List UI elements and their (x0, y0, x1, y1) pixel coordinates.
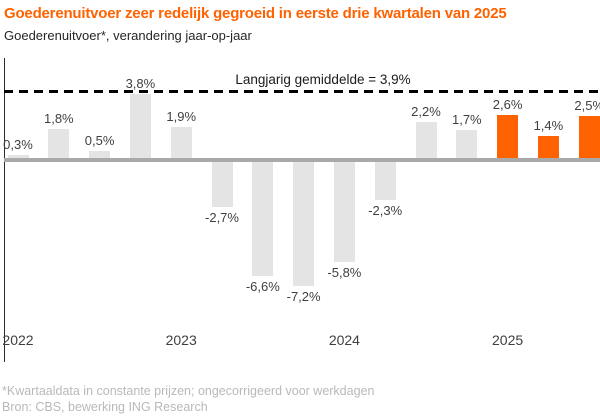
bar-value-label-2023-Q3: -6,6% (245, 278, 280, 294)
bar-2022-Q1 (7, 154, 29, 160)
bar-2022-Q4 (129, 93, 151, 160)
bar-2025-Q3 (578, 116, 600, 160)
bar-value-label-2024-Q1: -5,8% (327, 264, 362, 280)
bar-value-label-2023-Q4: -7,2% (286, 289, 321, 304)
chart-title: Goederenuitvoer zeer redelijk gegroeid i… (4, 5, 507, 22)
bar-value-label-2025-Q3: 2,5% (574, 98, 600, 114)
bar-2024-Q4 (456, 130, 478, 160)
bar-2025-Q1 (497, 114, 519, 160)
bar-2023-Q1 (170, 126, 192, 160)
bar-value-label-2022-Q4: 3,8% (125, 75, 156, 91)
bar-value-label-2022-Q3: 0,5% (84, 133, 115, 149)
footnote-line1: *Kwartaaldata in constante prijzen; onge… (2, 384, 375, 398)
bar-value-label-2024-Q2: -2,3% (368, 203, 403, 219)
bar-2024-Q1 (333, 160, 355, 262)
footnote-line2: Bron: CBS, bewerking ING Research (2, 400, 208, 414)
zero-axis-line (4, 158, 600, 162)
bar-value-label-2024-Q4: 1,7% (451, 112, 482, 128)
x-axis-year-label-2023: 2023 (165, 332, 197, 348)
chart-subtitle: Goederenuitvoer*, verandering jaar-op-ja… (4, 28, 252, 43)
x-axis-year-label-2025: 2025 (492, 332, 524, 348)
bar-2023-Q4 (293, 160, 315, 286)
bar-value-label-2023-Q2: -2,7% (205, 210, 239, 226)
bar-value-label-2022-Q2: 1,8% (43, 110, 74, 126)
bar-2024-Q2 (374, 160, 396, 201)
bar-value-label-2022-Q1: 0,3% (3, 136, 33, 152)
bar-value-label-2023-Q1: 1,9% (166, 108, 197, 124)
long-term-average-label: Langjarig gemiddelde = 3,9% (235, 72, 411, 88)
bar-2023-Q2 (211, 160, 233, 208)
y-axis-line (4, 58, 5, 362)
bar-value-label-2025-Q1: 2,6% (492, 96, 523, 112)
bar-2024-Q3 (415, 121, 437, 160)
bar-2022-Q3 (89, 151, 111, 160)
long-term-average-line (4, 90, 600, 94)
bar-2025-Q2 (537, 135, 559, 160)
bar-2022-Q2 (48, 128, 70, 160)
bar-value-label-2025-Q2: 1,4% (533, 117, 564, 133)
x-axis-year-label-2022: 2022 (2, 332, 34, 348)
x-axis-year-label-2024: 2024 (328, 332, 360, 348)
bar-value-label-2024-Q3: 2,2% (411, 103, 441, 119)
bar-2023-Q3 (252, 160, 274, 276)
